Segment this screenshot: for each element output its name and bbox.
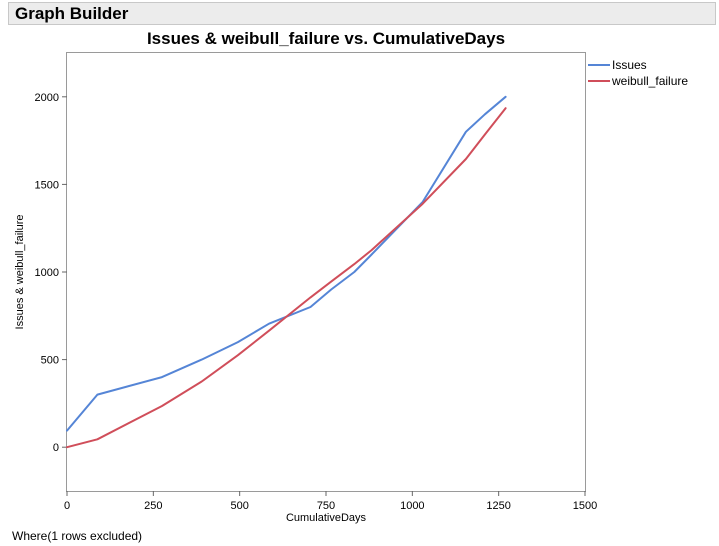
y-tick-label: 1500 bbox=[35, 179, 59, 191]
where-excluded-note: Where(1 rows excluded) bbox=[12, 529, 143, 543]
x-tick-label: 750 bbox=[317, 500, 335, 512]
legend-label: weibull_failure bbox=[611, 74, 688, 88]
x-tick-label: 1000 bbox=[400, 500, 424, 512]
y-axis: 0 500 1000 1500 2000 bbox=[35, 92, 67, 454]
x-tick-label: 0 bbox=[64, 500, 70, 512]
x-tick-label: 1250 bbox=[486, 500, 510, 512]
legend-label: Issues bbox=[612, 58, 647, 72]
legend-item-weibull-failure[interactable]: weibull_failure bbox=[588, 74, 688, 88]
chart-title: Issues & weibull_failure vs. CumulativeD… bbox=[146, 29, 506, 48]
legend-item-issues[interactable]: Issues bbox=[588, 58, 647, 72]
x-axis: 0 250 500 750 1000 1250 1500 bbox=[64, 491, 597, 512]
series-line-issues bbox=[66, 95, 507, 432]
graph-builder-title: Graph Builder bbox=[15, 4, 129, 23]
x-axis-label: CumulativeDays bbox=[286, 512, 367, 524]
y-axis-label: Issues & weibull_failure bbox=[14, 215, 26, 330]
y-tick-label: 0 bbox=[53, 442, 59, 454]
x-tick-label: 500 bbox=[230, 500, 248, 512]
series-lines bbox=[66, 95, 507, 449]
plot-frame bbox=[66, 52, 586, 492]
legend[interactable]: Issues weibull_failure bbox=[588, 58, 688, 88]
y-tick-label: 1000 bbox=[35, 267, 59, 279]
x-tick-label: 1500 bbox=[573, 500, 597, 512]
graph-builder-header[interactable]: Graph Builder bbox=[8, 2, 716, 25]
series-line-weibull-failure bbox=[66, 107, 507, 449]
x-tick-label: 250 bbox=[144, 500, 162, 512]
y-tick-label: 500 bbox=[41, 355, 59, 367]
y-tick-label: 2000 bbox=[35, 92, 59, 104]
